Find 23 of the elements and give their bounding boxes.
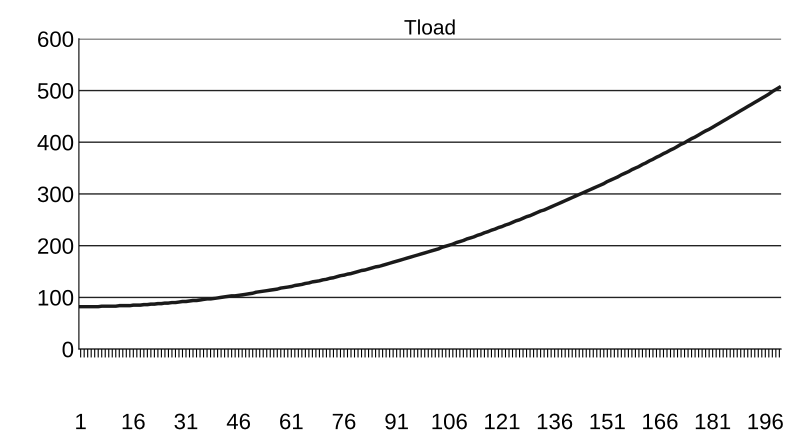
x-tick-label: 46 xyxy=(226,414,250,430)
x-tick-label: 121 xyxy=(485,414,520,430)
x-tick-label: 1 xyxy=(76,414,86,430)
y-tick-label: 400 xyxy=(37,134,74,150)
x-tick-label: 31 xyxy=(174,414,198,430)
x-tick-label: 91 xyxy=(385,414,408,430)
y-tick-label: 600 xyxy=(38,31,74,48)
line-series xyxy=(78,86,782,308)
y-tick-label: 0 xyxy=(62,342,74,358)
x-tick-label: 196 xyxy=(748,414,783,430)
y-tick-label: 300 xyxy=(38,186,74,202)
y-tick-label: 100 xyxy=(38,290,74,306)
x-tick-label: 136 xyxy=(538,414,572,430)
x-tick-label: 76 xyxy=(332,414,356,430)
chart-title: Tload xyxy=(404,19,455,35)
x-tick-label: 151 xyxy=(590,414,625,430)
x-tick-label: 61 xyxy=(280,414,303,430)
y-tick-label: 200 xyxy=(38,238,74,254)
x-tick-label: 106 xyxy=(432,414,467,430)
x-tick-label: 181 xyxy=(696,414,730,430)
x-tick-label: 16 xyxy=(122,414,145,430)
y-tick-label: 500 xyxy=(38,83,74,99)
x-tick-label: 166 xyxy=(643,414,678,430)
